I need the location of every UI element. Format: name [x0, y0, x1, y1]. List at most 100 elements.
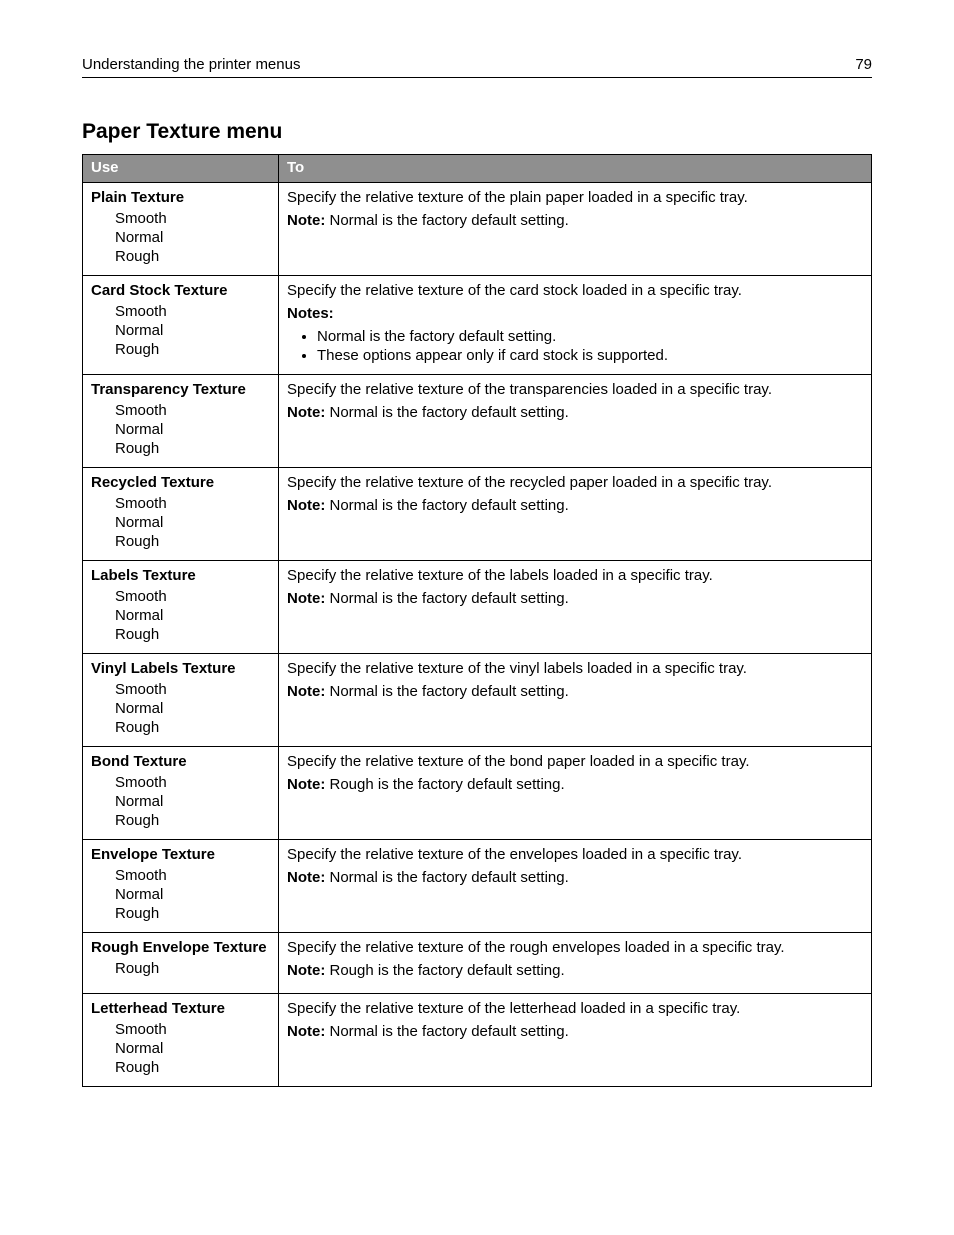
option-item: Normal	[115, 322, 270, 339]
note-label: Note:	[287, 962, 325, 979]
table-row: Vinyl Labels Texture Smooth Normal Rough Spe…	[83, 654, 872, 747]
option-item: Normal	[115, 421, 270, 438]
description-cell: Specify the relative texture of the roug…	[279, 933, 872, 994]
note-label: Note:	[287, 212, 325, 229]
menu-item-name: Recycled Texture	[91, 474, 270, 491]
note-text: Normal is the factory default setting.	[325, 497, 568, 514]
description-cell: Specify the relative texture of the enve…	[279, 840, 872, 933]
option-item: Normal	[115, 1040, 270, 1057]
option-item: Rough	[115, 248, 270, 265]
options-list: SmoothNormalRough	[91, 774, 270, 829]
menu-item-name: Rough Envelope Texture	[91, 939, 270, 956]
option-item: Rough	[115, 960, 270, 977]
menu-item-name: Card Stock Texture	[91, 282, 270, 299]
note-text: Normal is the factory default setting.	[325, 212, 568, 229]
options-list: Rough	[91, 960, 270, 977]
menu-item-name: Bond Texture	[91, 753, 270, 770]
use-cell: Bond TextureSmoothNormalRough	[83, 747, 279, 840]
note-label: Note:	[287, 869, 325, 886]
option-item: Normal	[115, 700, 270, 717]
option-item: Smooth	[115, 495, 270, 512]
use-cell: Vinyl Labels Texture Smooth Normal Rough	[83, 654, 279, 747]
description-cell: Specify the relative texture of the labe…	[279, 561, 872, 654]
menu-table: Use To Plain TextureSmoothNormalRoughSpe…	[82, 154, 872, 1087]
option-item: Rough	[115, 341, 270, 358]
option-item: Rough	[115, 626, 270, 643]
use-cell: Rough Envelope Texture Rough	[83, 933, 279, 994]
note-label: Note:	[287, 776, 325, 793]
options-list: SmoothNormalRough	[91, 495, 270, 550]
menu-item-name: Letterhead Texture	[91, 1000, 270, 1017]
menu-item-name: Vinyl Labels Texture	[91, 660, 270, 677]
use-cell: Plain Texture Smooth Normal Rough	[83, 183, 279, 276]
options-list: Smooth Normal Rough	[91, 303, 270, 358]
note-line: Note: Normal is the factory default sett…	[287, 497, 863, 514]
menu-item-name: Transparency Texture	[91, 381, 270, 398]
option-item: Smooth	[115, 210, 270, 227]
option-item: Rough	[115, 905, 270, 922]
option-item: Rough	[115, 719, 270, 736]
option-item: Rough	[115, 812, 270, 829]
notes-label: Notes:	[287, 305, 863, 322]
description-cell: Specify the relative texture of the plai…	[279, 183, 872, 276]
description-cell: Specify the relative texture of the viny…	[279, 654, 872, 747]
description-cell: Specify the relative texture of the recy…	[279, 468, 872, 561]
options-list: Smooth Normal Rough	[91, 402, 270, 457]
note-line: Note: Normal is the factory default sett…	[287, 683, 863, 700]
page: Understanding the printer menus 79 Paper…	[0, 0, 954, 1147]
use-cell: Card Stock Texture Smooth Normal Rough	[83, 276, 279, 375]
col-header-to: To	[279, 155, 872, 183]
note-bullet: Normal is the factory default setting.	[317, 328, 863, 345]
options-list: Smooth Normal Rough	[91, 681, 270, 736]
note-line: Note: Normal is the factory default sett…	[287, 212, 863, 229]
running-header: Understanding the printer menus 79	[82, 56, 872, 78]
option-item: Rough	[115, 1059, 270, 1076]
menu-item-name: Plain Texture	[91, 189, 270, 206]
specify-text: Specify the relative texture of the recy…	[287, 474, 863, 491]
option-item: Smooth	[115, 867, 270, 884]
table-row: Rough Envelope Texture Rough Specify the r…	[83, 933, 872, 994]
option-item: Normal	[115, 229, 270, 246]
option-item: Smooth	[115, 681, 270, 698]
note-text: Normal is the factory default setting.	[325, 683, 568, 700]
menu-item-name: Envelope Texture	[91, 846, 270, 863]
description-cell: Specify the relative texture of the tran…	[279, 375, 872, 468]
note-text: Normal is the factory default setting.	[325, 404, 568, 421]
option-item: Smooth	[115, 588, 270, 605]
table-row: Card Stock Texture Smooth Normal Rough Speci…	[83, 276, 872, 375]
note-label: Note:	[287, 404, 325, 421]
specify-text: Specify the relative texture of the card…	[287, 282, 863, 299]
note-line: Note: Normal is the factory default sett…	[287, 869, 863, 886]
notes-bullets: Normal is the factory default setting.Th…	[287, 328, 863, 364]
table-row: Letterhead Texture Smooth Normal Rough Speci…	[83, 994, 872, 1087]
table-row: Labels TextureSmoothNormalRoughSpecify t…	[83, 561, 872, 654]
note-text: Normal is the factory default setting.	[325, 1023, 568, 1040]
running-header-title: Understanding the printer menus	[82, 56, 300, 73]
description-cell: Specify the relative texture of the lett…	[279, 994, 872, 1087]
note-label: Note:	[287, 1023, 325, 1040]
note-text: Normal is the factory default setting.	[325, 869, 568, 886]
description-cell: Specify the relative texture of the card…	[279, 276, 872, 375]
note-line: Note: Rough is the factory default setti…	[287, 962, 863, 979]
option-item: Rough	[115, 533, 270, 550]
option-item: Smooth	[115, 303, 270, 320]
use-cell: Envelope Texture SmoothNormalRough	[83, 840, 279, 933]
specify-text: Specify the relative texture of the plai…	[287, 189, 863, 206]
specify-text: Specify the relative texture of the viny…	[287, 660, 863, 677]
note-label: Note:	[287, 497, 325, 514]
note-label: Note:	[287, 683, 325, 700]
table-row: Bond TextureSmoothNormalRoughSpecify the…	[83, 747, 872, 840]
use-cell: Recycled Texture SmoothNormalRough	[83, 468, 279, 561]
note-text: Rough is the factory default setting.	[325, 776, 564, 793]
option-item: Normal	[115, 793, 270, 810]
options-list: SmoothNormalRough	[91, 867, 270, 922]
option-item: Smooth	[115, 1021, 270, 1038]
specify-text: Specify the relative texture of the tran…	[287, 381, 863, 398]
options-list: Smooth Normal Rough	[91, 1021, 270, 1076]
note-line: Note: Normal is the factory default sett…	[287, 1023, 863, 1040]
use-cell: Labels TextureSmoothNormalRough	[83, 561, 279, 654]
options-list: SmoothNormalRough	[91, 588, 270, 643]
page-number: 79	[855, 56, 872, 73]
option-item: Rough	[115, 440, 270, 457]
option-item: Smooth	[115, 402, 270, 419]
